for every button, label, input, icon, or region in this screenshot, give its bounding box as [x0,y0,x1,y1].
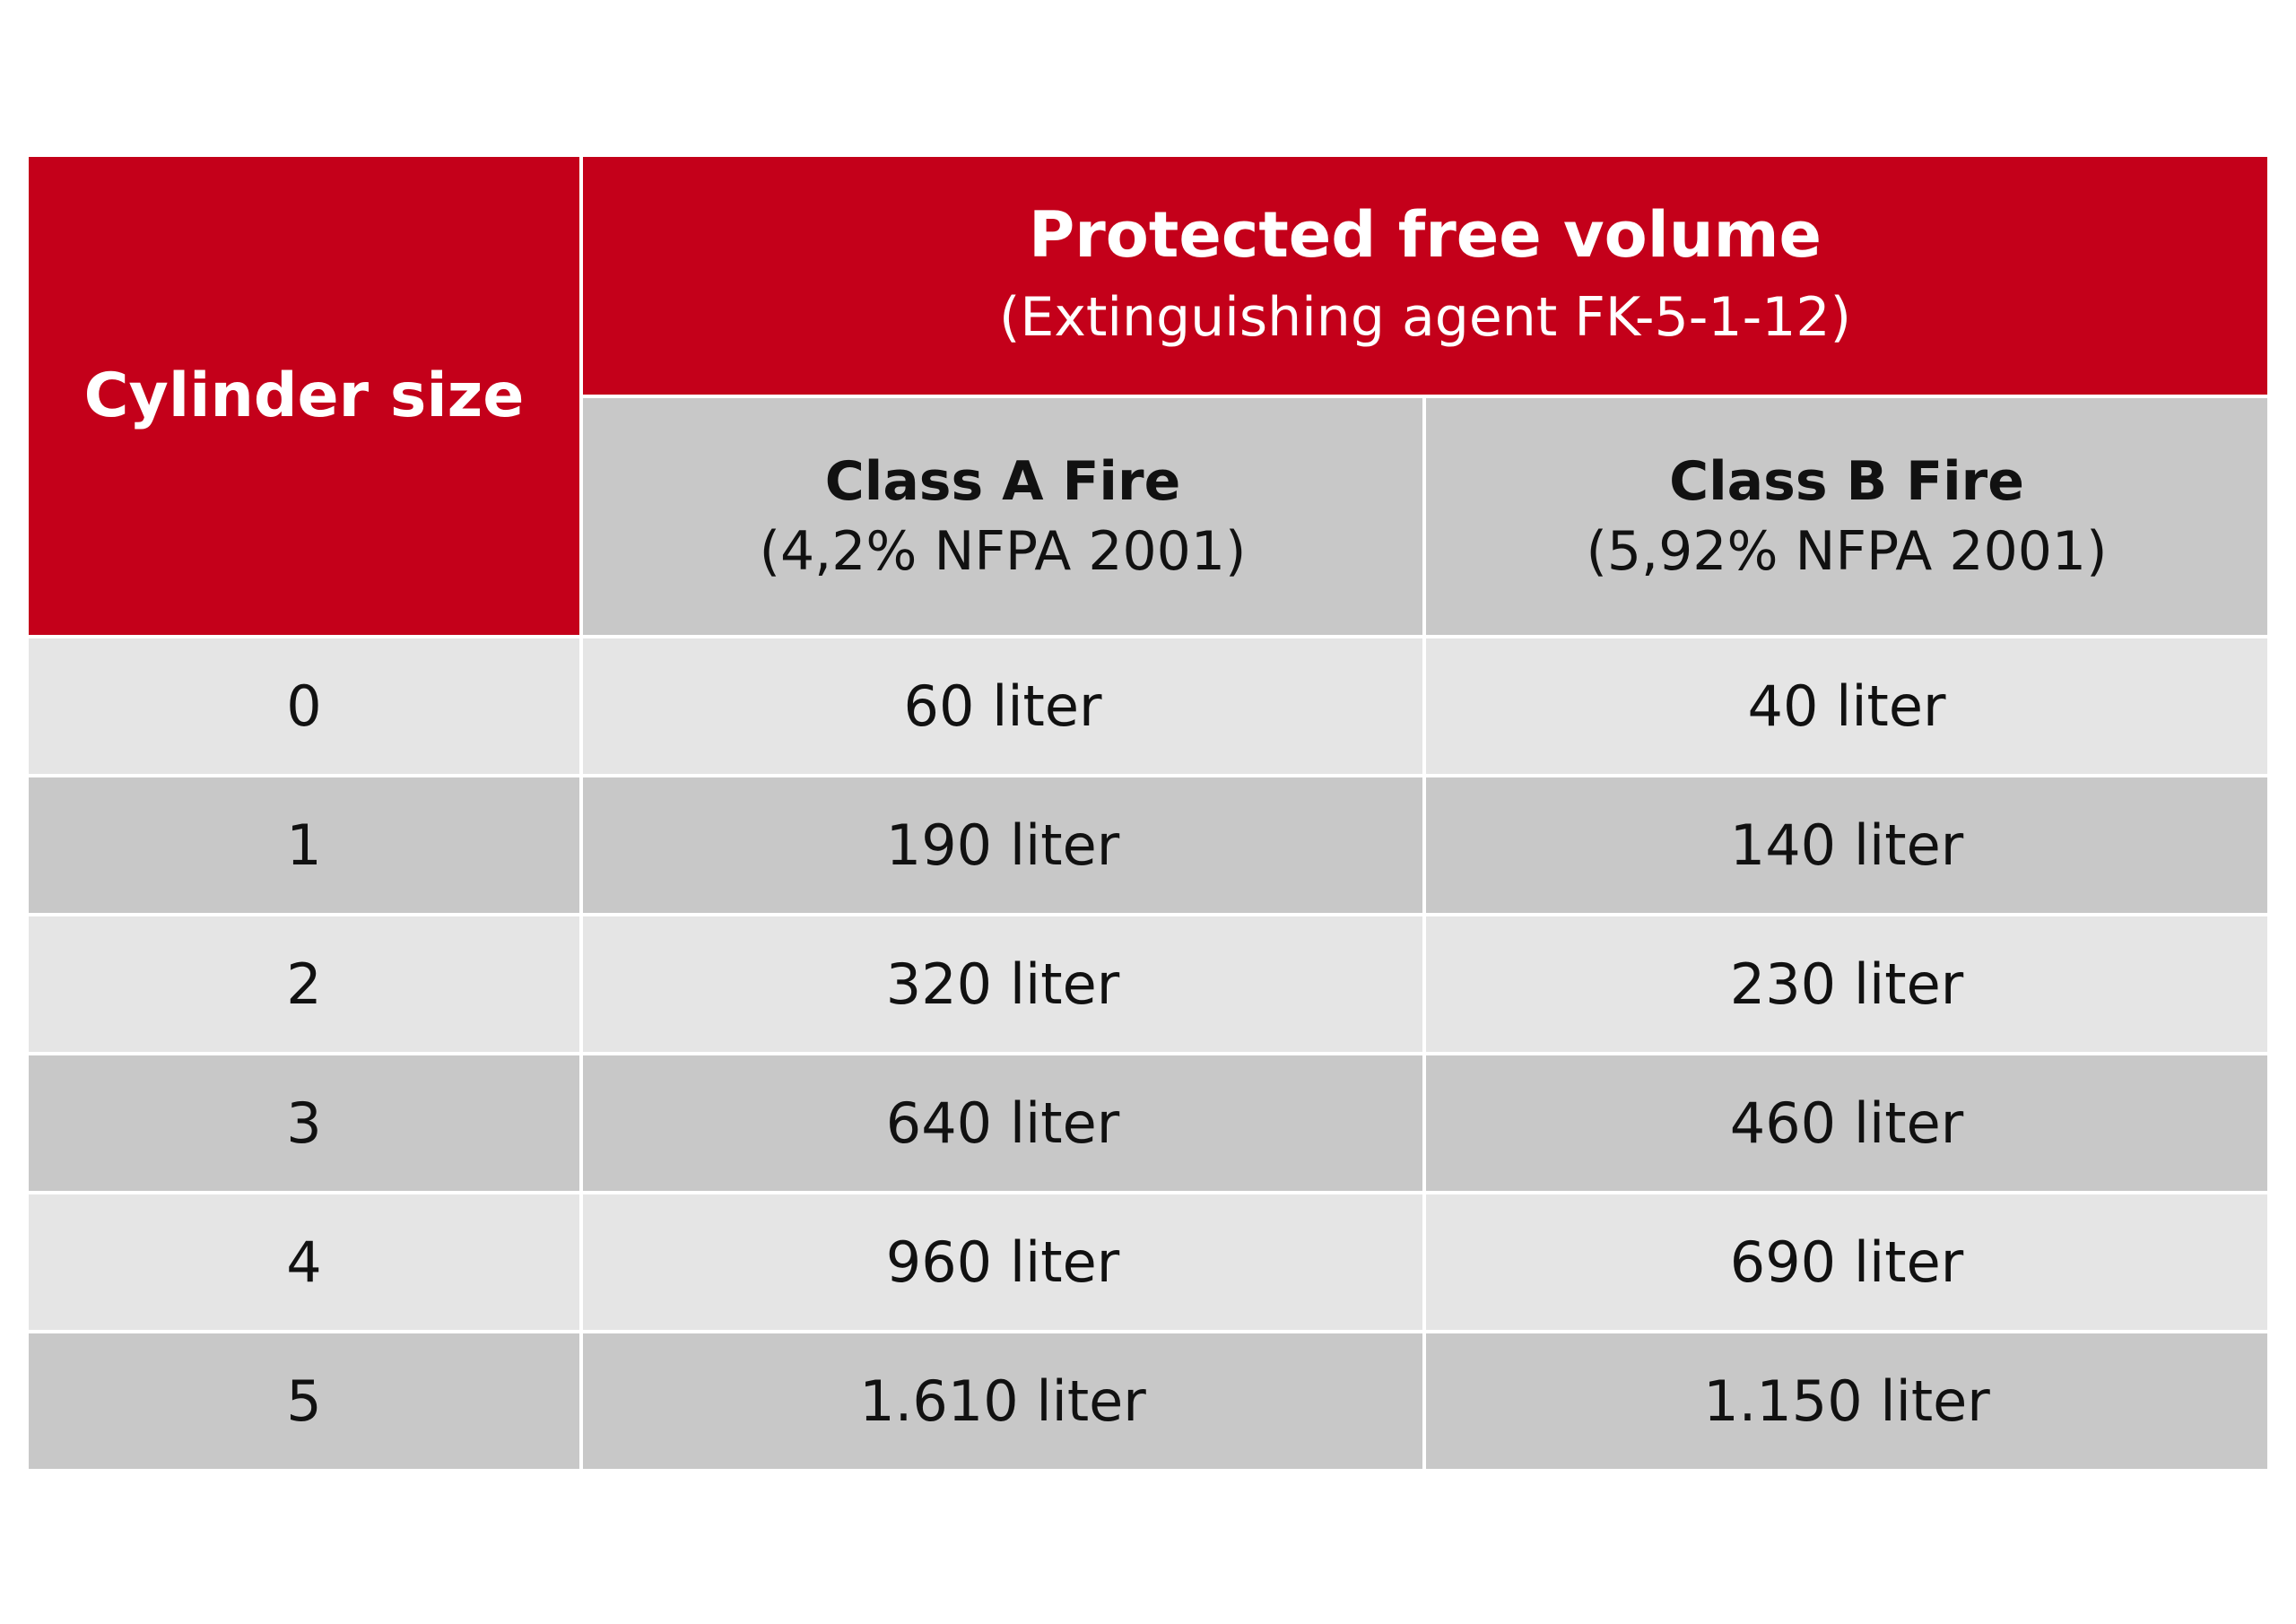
cylinder-size-header-label: Cylinder size [83,360,525,431]
volume-table: Cylinder size Protected free volume (Ext… [29,157,2267,1469]
row-3-size: 3 [29,1052,579,1191]
row-3-class-a: 640 liter [579,1052,1422,1191]
row-5-size: 5 [29,1330,579,1469]
protected-volume-header: Protected free volume (Extinguishing age… [579,157,2267,398]
cylinder-size-header: Cylinder size [29,157,579,635]
row-2-size: 2 [29,913,579,1052]
row-5-class-a: 1.610 liter [579,1330,1422,1469]
class-a-title: Class A Fire [824,450,1181,513]
row-0-class-b: 40 liter [1422,635,2267,774]
protected-volume-subtitle: (Extinguishing agent FK-5-1-12) [999,286,1851,350]
class-b-header: Class B Fire (5,92% NFPA 2001) [1422,398,2267,635]
row-4-size: 4 [29,1191,579,1330]
row-3-class-b: 460 liter [1422,1052,2267,1191]
class-b-title: Class B Fire [1669,450,2024,513]
class-a-header: Class A Fire (4,2% NFPA 2001) [579,398,1422,635]
row-1-size: 1 [29,774,579,913]
row-0-class-a: 60 liter [579,635,1422,774]
row-5-class-b: 1.150 liter [1422,1330,2267,1469]
class-b-subtitle: (5,92% NFPA 2001) [1586,520,2108,583]
protected-volume-title: Protected free volume [1028,197,1822,272]
row-4-class-b: 690 liter [1422,1191,2267,1330]
row-1-class-b: 140 liter [1422,774,2267,913]
row-2-class-a: 320 liter [579,913,1422,1052]
row-4-class-a: 960 liter [579,1191,1422,1330]
class-a-subtitle: (4,2% NFPA 2001) [759,520,1247,583]
row-0-size: 0 [29,635,579,774]
row-2-class-b: 230 liter [1422,913,2267,1052]
row-1-class-a: 190 liter [579,774,1422,913]
